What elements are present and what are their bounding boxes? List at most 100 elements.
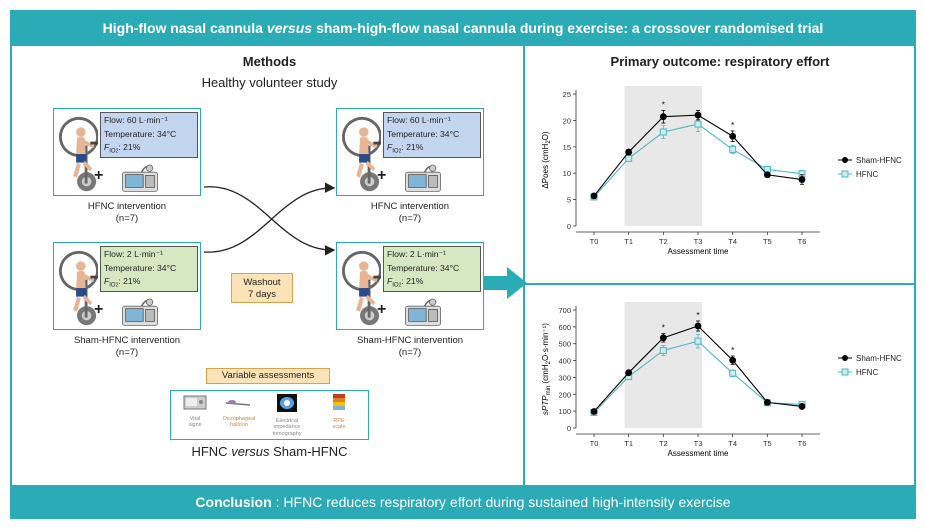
legend-label: HFNC xyxy=(856,170,878,179)
conclusion-banner: Conclusion: HFNC reduces respiratory eff… xyxy=(10,485,916,519)
data-point xyxy=(659,128,667,136)
hfnc-device-icon xyxy=(121,164,159,193)
legend-marker xyxy=(841,368,849,376)
hfnc-parameters: Flow: 60 L·min⁻¹ Temperature: 34°C FIO2:… xyxy=(100,112,198,158)
x-tick-label: T0 xyxy=(590,439,599,448)
x-tick-label: T2 xyxy=(659,439,668,448)
conclusion-label: Conclusion xyxy=(195,494,272,510)
data-point xyxy=(798,403,806,410)
data-point xyxy=(729,145,737,153)
rpe-scale-icon xyxy=(333,394,345,410)
data-point xyxy=(729,132,737,140)
y-tick-label: 15 xyxy=(563,143,571,152)
sham-parameters: Flow: 2 L·min⁻¹ Temperature: 34°C FIO2: … xyxy=(100,246,198,292)
flow-setting: Flow: 60 L·min⁻¹ xyxy=(104,115,168,125)
assessment-rpe-scale: RPE scale xyxy=(317,393,361,431)
vital-signs-monitor-icon xyxy=(183,395,207,410)
temperature-setting: Temperature: 34°C xyxy=(104,128,177,139)
header-banner: High-flow nasal cannula versus sham-high… xyxy=(10,10,916,46)
y-tick-label: 300 xyxy=(558,373,571,382)
washout-badge: Washout 7 days xyxy=(231,273,293,303)
data-point xyxy=(763,398,771,406)
sptp-chart: 0 100 200 300 400 500 600 700 T0 T1 T2 T3 T4 T5 T6 sPT… xyxy=(541,302,902,458)
hfnc-box-left: Flow: 60 L·min⁻¹ Temperature: 34°C FIO2:… xyxy=(53,108,201,196)
hfnc-parameters: Flow: 60 L·min⁻¹ Temperature: 34°C FIO2:… xyxy=(383,112,481,158)
fio2-setting: FIO2: 21% xyxy=(387,142,424,155)
data-point xyxy=(625,148,633,156)
y-tick-label: 700 xyxy=(558,306,571,315)
flow-setting: Flow: 60 L·min⁻¹ xyxy=(387,115,451,125)
x-axis-label: Assessment time xyxy=(668,247,729,256)
methods-title: Methods xyxy=(242,54,297,69)
x-tick-label: T5 xyxy=(763,439,772,448)
data-point xyxy=(659,346,667,354)
y-tick-label: 0 xyxy=(567,222,571,231)
significance-star: * xyxy=(662,324,665,333)
temperature-setting: Temperature: 34°C xyxy=(387,262,460,273)
temperature-setting: Temperature: 34°C xyxy=(104,262,177,273)
data-point xyxy=(625,369,633,377)
series-sham-hfnc xyxy=(590,320,806,415)
sham-box-left: Flow: 2 L·min⁻¹ Temperature: 34°C FIO2: … xyxy=(53,242,201,330)
x-tick-label: T3 xyxy=(694,237,703,246)
cyclist-illustration xyxy=(341,116,381,192)
x-tick-label: T4 xyxy=(728,237,737,246)
y-tick-label: 10 xyxy=(563,169,571,178)
cyclist-illustration xyxy=(58,250,98,326)
series-sham-hfnc xyxy=(590,109,806,200)
data-point xyxy=(729,369,737,377)
y-tick-label: 20 xyxy=(563,116,571,125)
data-point xyxy=(659,334,667,342)
x-tick-label: T3 xyxy=(694,439,703,448)
assessments-panel: Vital signs Oesophageal balloon Electrical… xyxy=(170,390,369,440)
y-tick-label: 25 xyxy=(563,90,571,99)
plus-icon: + xyxy=(377,167,387,184)
legend-label: Sham-HFNC xyxy=(856,354,902,363)
header-title-part1: High-flow nasal cannula xyxy=(102,20,263,36)
sham-caption-right: Sham-HFNC intervention (n=7) xyxy=(356,335,464,358)
x-tick-label: T6 xyxy=(798,439,807,448)
sham-box-right: Flow: 2 L·min⁻¹ Temperature: 34°C FIO2: … xyxy=(336,242,484,330)
y-axis-label: sPTPmin (cmH2O·s·min⁻¹) xyxy=(541,323,552,415)
oesophageal-balloon-icon xyxy=(225,400,251,406)
significance-star: * xyxy=(662,100,665,109)
legend-marker xyxy=(842,355,848,361)
y-axis-label: ΔPoes (cmH2O) xyxy=(541,131,552,188)
significance-star: * xyxy=(696,311,699,320)
y-tick-label: 5 xyxy=(567,196,571,205)
data-point xyxy=(625,154,633,162)
fio2-setting: FIO2: 21% xyxy=(104,142,141,155)
y-tick-label: 600 xyxy=(558,323,571,332)
data-point xyxy=(798,176,806,183)
chart-legend: Sham-HFNC HFNC xyxy=(838,354,902,377)
x-tick-label: T0 xyxy=(590,237,599,246)
plus-icon: + xyxy=(377,301,387,318)
vertical-divider xyxy=(523,46,525,485)
data-point xyxy=(590,408,598,415)
hfnc-device-icon xyxy=(404,164,442,193)
x-axis-label: Assessment time xyxy=(668,449,729,458)
variable-assessments-badge: Variable assessments xyxy=(206,368,330,384)
header-title-part2: sham-high-flow nasal cannula during exer… xyxy=(316,20,824,36)
data-point xyxy=(729,356,737,364)
y-tick-label: 100 xyxy=(558,407,571,416)
data-point xyxy=(590,192,598,200)
flow-setting: Flow: 2 L·min⁻¹ xyxy=(387,249,446,259)
x-tick-label: T4 xyxy=(728,439,737,448)
x-tick-label: T2 xyxy=(659,237,668,246)
flow-setting: Flow: 2 L·min⁻¹ xyxy=(104,249,163,259)
data-point xyxy=(763,171,771,179)
flow-arrow-icon xyxy=(483,267,527,299)
sham-parameters: Flow: 2 L·min⁻¹ Temperature: 34°C FIO2: … xyxy=(383,246,481,292)
hfnc-device-icon xyxy=(404,298,442,327)
horizontal-divider xyxy=(525,283,916,285)
eit-scan-icon xyxy=(277,394,297,412)
x-tick-label: T1 xyxy=(624,439,633,448)
primary-outcome-title: Primary outcome: respiratory effort xyxy=(610,54,830,69)
sham-caption-left: Sham-HFNC intervention (n=7) xyxy=(73,335,181,358)
exercise-shading xyxy=(624,86,702,226)
temperature-setting: Temperature: 34°C xyxy=(387,128,460,139)
assessment-oesophageal-balloon: Oesophageal balloon xyxy=(217,393,261,429)
data-point xyxy=(694,322,702,330)
cyclist-illustration xyxy=(341,250,381,326)
